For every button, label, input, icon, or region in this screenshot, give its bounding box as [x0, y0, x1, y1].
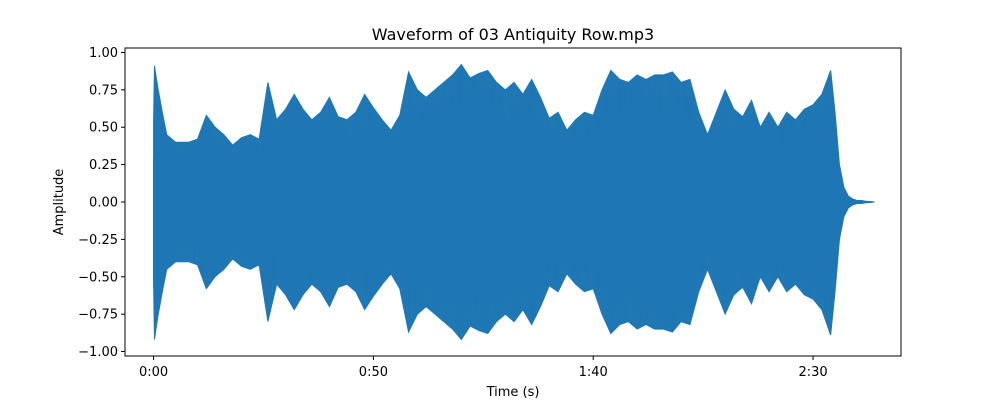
- x-axis: 0:00 0:50 1:40 2:30: [139, 356, 828, 380]
- y-tick-label: 0.75: [89, 83, 118, 98]
- waveform-spikes: [153, 66, 876, 333]
- y-axis-label: Amplitude: [52, 169, 67, 236]
- y-tick-label: −0.25: [78, 233, 118, 248]
- x-tick-label: 1:40: [579, 365, 608, 380]
- y-tick-label: −0.75: [78, 308, 118, 323]
- y-tick-label: 0.00: [89, 196, 118, 211]
- x-axis-label: Time (s): [486, 385, 540, 400]
- y-tick-label: 0.50: [89, 121, 118, 136]
- y-tick-label: −0.50: [78, 270, 118, 285]
- x-tick-label: 0:00: [139, 365, 168, 380]
- plot-area: [125, 48, 901, 356]
- y-tick-label: 0.25: [89, 158, 118, 173]
- y-tick-label: −1.00: [78, 345, 118, 360]
- x-tick-label: 2:30: [798, 365, 827, 380]
- x-tick-label: 0:50: [359, 365, 388, 380]
- y-axis: 1.00 0.75 0.50 0.25 0.00 −0.25 −0.50 −0.75 −1.00: [78, 46, 125, 360]
- chart-title: Waveform of 03 Antiquity Row.mp3: [372, 25, 654, 44]
- y-tick-label: 1.00: [89, 46, 118, 61]
